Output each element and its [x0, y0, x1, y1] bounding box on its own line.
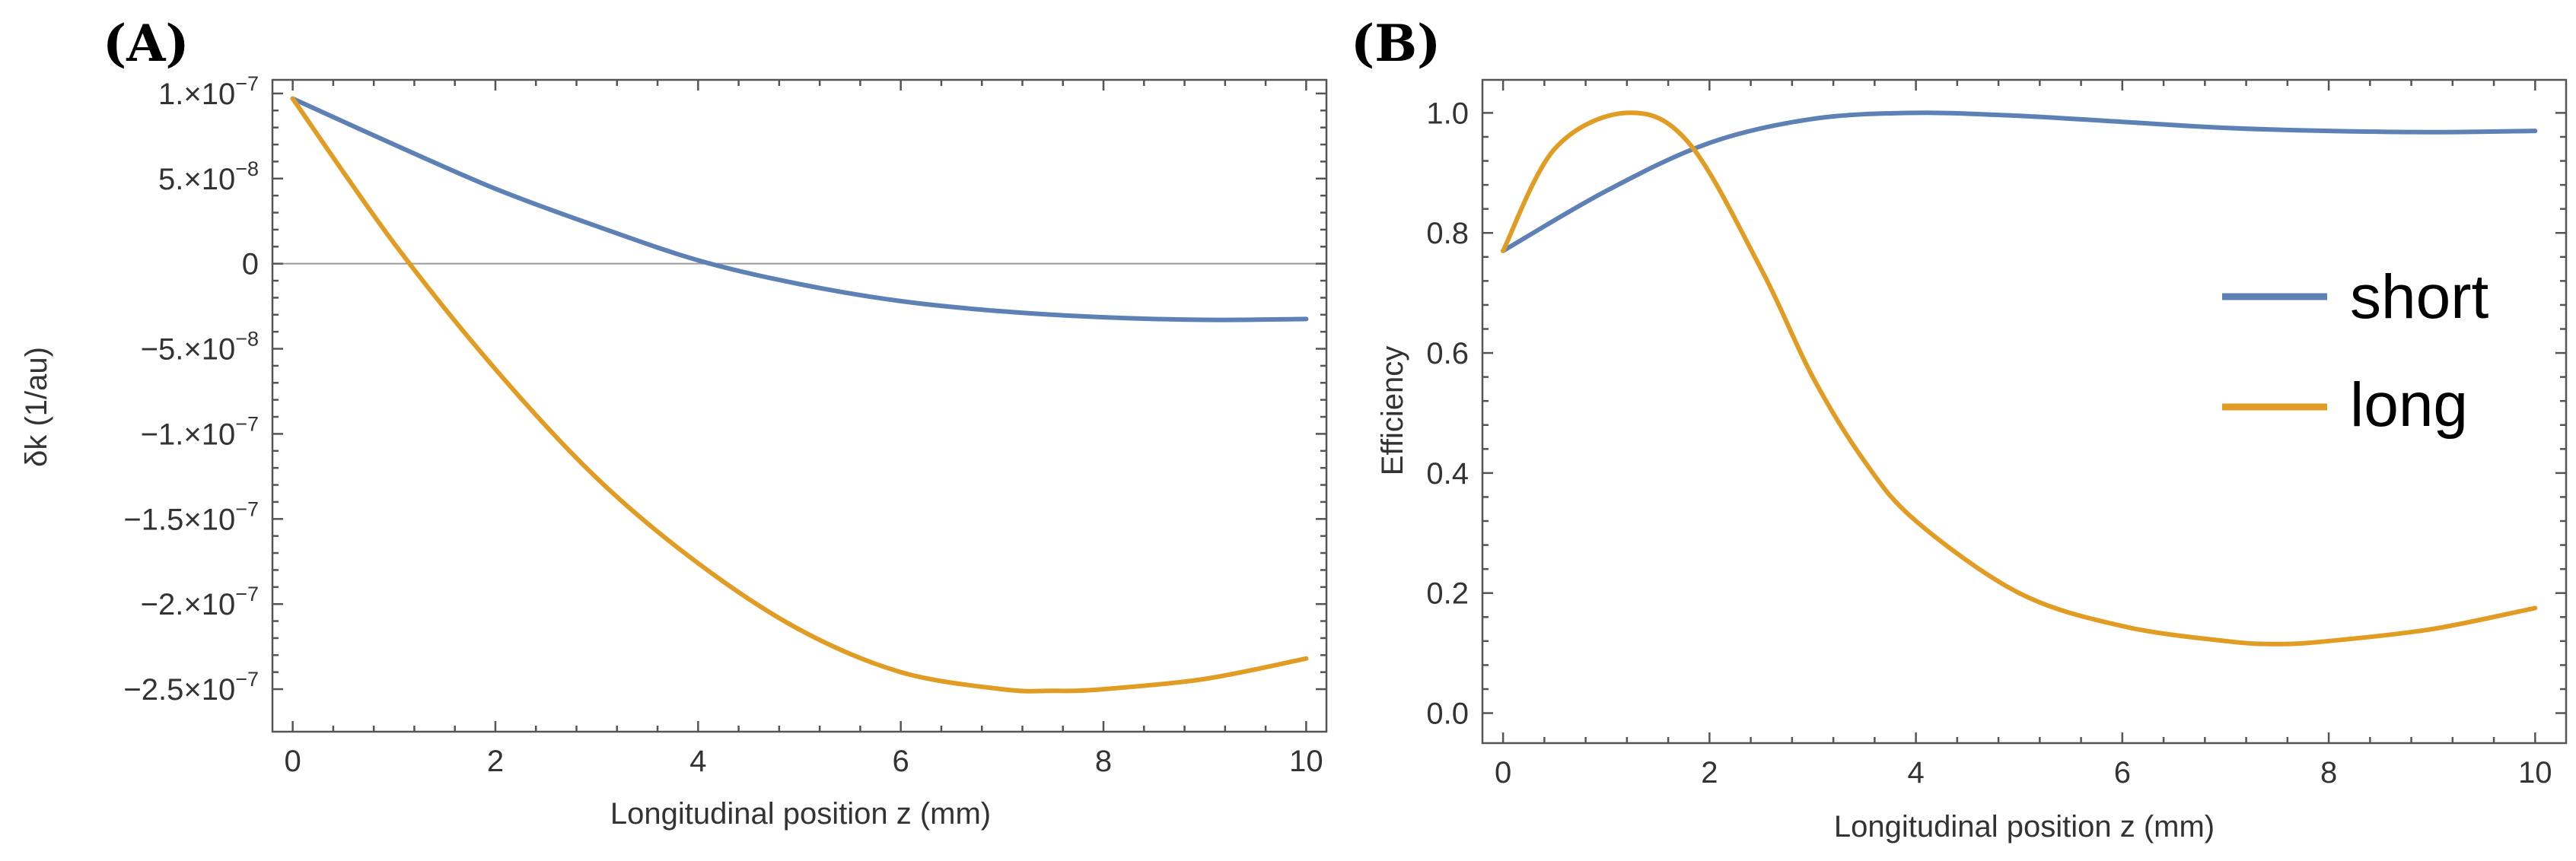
- y-tick-label: −5.×10−8: [141, 328, 259, 367]
- series-line-short: [1501, 110, 2538, 253]
- y-tick-label: 0.8: [1426, 217, 1469, 250]
- x-tick-label: 10: [2518, 756, 2552, 790]
- y-tick-label: 1.0: [1426, 97, 1469, 130]
- legend-label-long: long: [2350, 370, 2468, 440]
- y-tick-label: 0.2: [1426, 577, 1469, 611]
- x-tick-label: 10: [1289, 745, 1323, 778]
- x-tick-label: 4: [1907, 756, 1924, 790]
- x-tick-label: 2: [1701, 756, 1718, 790]
- panel-b-legend: short long: [2222, 262, 2489, 440]
- panel-b-y-axis-label: Efficiency: [1376, 346, 1409, 475]
- panel-b-letter: (B): [1351, 14, 1441, 73]
- panel-b-series-group: [1501, 110, 2538, 647]
- panel-b: (B) 0 2 4 6 8 10 0.0 0.2 0.4 0.6 0.8 1.0 Longitudi…: [1351, 14, 2568, 844]
- panel-b-y-ticks: 0.0 0.2 0.4 0.6 0.8 1.0: [1426, 97, 2566, 731]
- x-tick-label: 4: [689, 745, 706, 778]
- panel-a-plot-frame: [271, 78, 1328, 733]
- x-tick-label: 6: [2114, 756, 2131, 790]
- panel-a-series-group: [290, 96, 1309, 694]
- y-tick-label: −1.5×10−7: [123, 497, 259, 536]
- y-tick-label: 0.4: [1426, 457, 1469, 491]
- panel-a-x-axis-label: Longitudinal position z (mm): [610, 797, 991, 831]
- panel-b-x-axis-label: Longitudinal position z (mm): [1834, 810, 2215, 844]
- panel-a-y-ticks: 1.×10−7 5.×10−8 0 −5.×10−8 −1.×10−7 −1.5×10−7…: [123, 72, 1326, 707]
- series-line-long: [1501, 110, 2538, 647]
- x-tick-label: 0: [285, 745, 301, 778]
- legend-label-short: short: [2350, 262, 2489, 332]
- y-tick-label: 0: [242, 248, 259, 281]
- x-tick-label: 8: [2320, 756, 2337, 790]
- series-line-long: [290, 96, 1309, 694]
- x-tick-label: 0: [1495, 756, 1511, 790]
- panel-b-plot-frame: [1481, 78, 2568, 745]
- y-tick-label: 1.×10−7: [158, 72, 259, 111]
- panel-a-letter: (A): [103, 14, 189, 73]
- panel-a: (A) 0 2 4 6 8 10 1.×10−7 5.×10−8 0 −5.×10−8 −1.×1…: [20, 14, 1328, 831]
- x-tick-label: 8: [1095, 745, 1112, 778]
- y-tick-label: 5.×10−8: [158, 157, 259, 196]
- y-tick-label: −2.×10−7: [141, 583, 259, 621]
- x-tick-label: 6: [893, 745, 909, 778]
- y-tick-label: 0.6: [1426, 337, 1469, 370]
- x-tick-label: 2: [487, 745, 504, 778]
- y-tick-label: 0.0: [1426, 697, 1469, 731]
- panel-b-x-ticks: 0 2 4 6 8 10: [1495, 80, 2552, 790]
- panel-a-y-axis-label: δk (1/au): [20, 347, 53, 467]
- panel-a-x-ticks: 0 2 4 6 8 10: [285, 80, 1323, 778]
- y-tick-label: −2.5×10−7: [123, 668, 259, 707]
- y-tick-label: −1.×10−7: [141, 412, 259, 451]
- series-line-short: [290, 96, 1309, 322]
